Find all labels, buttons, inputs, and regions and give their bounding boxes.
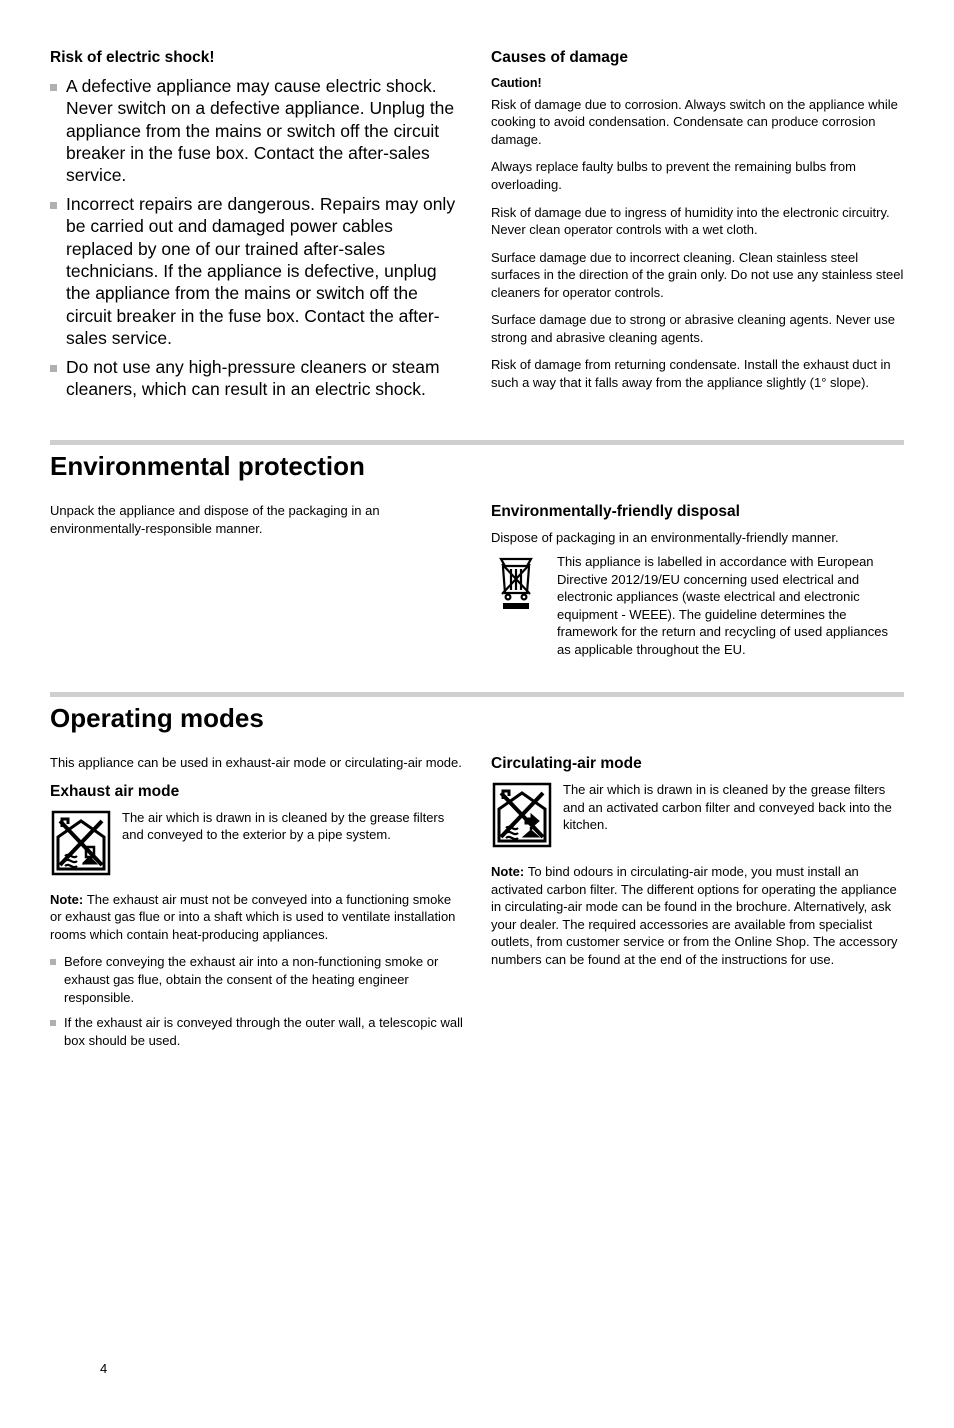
modes-intro: This appliance can be used in exhaust-ai…	[50, 754, 463, 772]
causes-para: Risk of damage from returning condensate…	[491, 356, 904, 391]
exhaust-heading: Exhaust air mode	[50, 782, 463, 803]
modes-left: This appliance can be used in exhaust-ai…	[50, 754, 463, 1057]
causes-column: Causes of damage Caution! Risk of damage…	[491, 48, 904, 406]
top-columns: Risk of electric shock! A defective appl…	[50, 48, 904, 406]
exhaust-bullet: If the exhaust air is conveyed through t…	[50, 1014, 463, 1049]
modes-right: Circulating-air mode	[491, 754, 904, 1057]
causes-paragraphs: Risk of damage due to corrosion. Always …	[491, 96, 904, 392]
exhaust-bullet: Before conveying the exhaust air into a …	[50, 953, 463, 1006]
risk-column: Risk of electric shock! A defective appl…	[50, 48, 463, 406]
risk-list: A defective appliance may cause electric…	[50, 75, 463, 400]
circ-note-text: To bind odours in circulating-air mode, …	[491, 864, 898, 967]
env-heading: Environmental protection	[50, 449, 904, 484]
disposal-heading: Environmentally-friendly disposal	[491, 502, 904, 523]
note-label: Note:	[491, 864, 528, 879]
exhaust-note: Note: The exhaust air must not be convey…	[50, 891, 463, 944]
causes-para: Risk of damage due to corrosion. Always …	[491, 96, 904, 149]
causes-para: Surface damage due to incorrect cleaning…	[491, 249, 904, 302]
exhaust-note-text: The exhaust air must not be conveyed int…	[50, 892, 455, 942]
causes-heading: Causes of damage	[491, 48, 904, 69]
circ-icon-text: The air which is drawn in is cleaned by …	[563, 781, 904, 834]
section-divider	[50, 692, 904, 697]
circ-note: Note: To bind odours in circulating-air …	[491, 863, 904, 968]
env-intro: Unpack the appliance and dispose of the …	[50, 502, 463, 537]
env-right: Environmentally-friendly disposal Dispos…	[491, 502, 904, 658]
env-left: Unpack the appliance and dispose of the …	[50, 502, 463, 658]
disposal-intro: Dispose of packaging in an environmental…	[491, 529, 904, 547]
exhaust-row: The air which is drawn in is cleaned by …	[50, 809, 463, 877]
exhaust-bullets: Before conveying the exhaust air into a …	[50, 953, 463, 1049]
weee-icon	[491, 553, 547, 611]
note-label: Note:	[50, 892, 87, 907]
risk-item: Do not use any high-pressure cleaners or…	[50, 356, 463, 401]
circ-heading: Circulating-air mode	[491, 754, 904, 775]
causes-para: Surface damage due to strong or abrasive…	[491, 311, 904, 346]
weee-text: This appliance is labelled in accordance…	[557, 553, 904, 658]
risk-item: Incorrect repairs are dangerous. Repairs…	[50, 193, 463, 350]
weee-row: This appliance is labelled in accordance…	[491, 553, 904, 658]
causes-para: Risk of damage due to ingress of humidit…	[491, 204, 904, 239]
causes-para: Always replace faulty bulbs to prevent t…	[491, 158, 904, 193]
page-number: 4	[100, 1360, 107, 1378]
modes-heading: Operating modes	[50, 701, 904, 736]
caution-label: Caution!	[491, 75, 904, 92]
modes-columns: This appliance can be used in exhaust-ai…	[50, 754, 904, 1057]
section-divider	[50, 440, 904, 445]
risk-item: A defective appliance may cause electric…	[50, 75, 463, 187]
circ-row: The air which is drawn in is cleaned by …	[491, 781, 904, 849]
env-columns: Unpack the appliance and dispose of the …	[50, 502, 904, 658]
exhaust-icon-text: The air which is drawn in is cleaned by …	[122, 809, 463, 844]
circulating-air-icon	[491, 781, 553, 849]
risk-heading: Risk of electric shock!	[50, 48, 463, 69]
exhaust-air-icon	[50, 809, 112, 877]
